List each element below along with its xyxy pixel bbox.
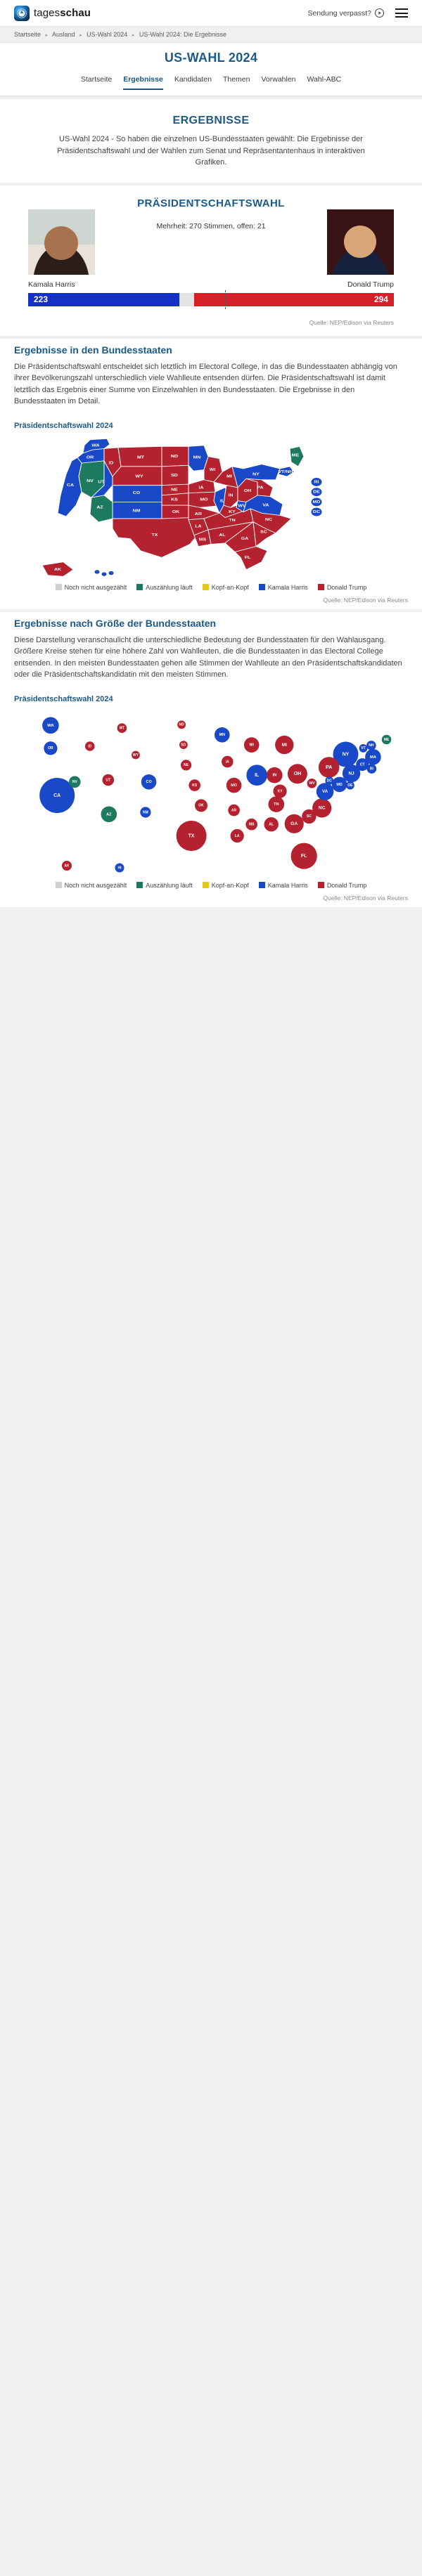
svg-text:KY: KY bbox=[229, 509, 236, 514]
svg-text:CA: CA bbox=[67, 483, 75, 487]
svg-text:ID: ID bbox=[108, 461, 113, 465]
svg-text:OK: OK bbox=[172, 509, 180, 514]
svg-text:NJ: NJ bbox=[349, 771, 355, 776]
svg-text:KY: KY bbox=[278, 789, 283, 793]
svg-text:UT: UT bbox=[98, 480, 104, 484]
svg-text:GA: GA bbox=[241, 536, 249, 540]
svg-text:PA: PA bbox=[326, 765, 332, 769]
svg-text:WA: WA bbox=[47, 723, 54, 727]
svg-text:WY: WY bbox=[133, 753, 139, 757]
svg-text:SD: SD bbox=[181, 743, 186, 747]
svg-text:OR: OR bbox=[87, 455, 94, 460]
svg-text:AL: AL bbox=[219, 533, 225, 537]
svg-text:MO: MO bbox=[231, 783, 237, 788]
svg-text:DC: DC bbox=[327, 779, 333, 783]
svg-text:IA: IA bbox=[226, 760, 229, 764]
svg-text:VA: VA bbox=[262, 503, 269, 507]
svg-text:HI: HI bbox=[118, 866, 122, 870]
svg-text:KS: KS bbox=[192, 783, 198, 787]
svg-text:WI: WI bbox=[210, 467, 216, 471]
svg-text:NE: NE bbox=[184, 763, 189, 767]
svg-text:SC: SC bbox=[260, 530, 267, 534]
svg-text:MT: MT bbox=[120, 726, 124, 730]
svg-text:ME: ME bbox=[292, 453, 299, 457]
svg-text:LA: LA bbox=[195, 524, 202, 528]
svg-text:AZ: AZ bbox=[96, 505, 103, 509]
svg-text:NY: NY bbox=[252, 471, 260, 476]
svg-text:MD: MD bbox=[336, 782, 342, 786]
svg-text:AK: AK bbox=[54, 567, 62, 571]
svg-text:CO: CO bbox=[146, 780, 152, 784]
svg-text:LA: LA bbox=[235, 833, 240, 838]
svg-text:TX: TX bbox=[152, 533, 159, 537]
svg-text:TX: TX bbox=[188, 833, 195, 838]
svg-text:MS: MS bbox=[249, 822, 255, 826]
svg-text:AR: AR bbox=[231, 808, 237, 812]
svg-text:MI: MI bbox=[226, 474, 232, 479]
svg-text:ME: ME bbox=[384, 737, 390, 741]
svg-text:IL: IL bbox=[255, 773, 260, 778]
svg-text:OR: OR bbox=[48, 746, 53, 750]
svg-text:WI: WI bbox=[249, 743, 254, 747]
svg-text:OH: OH bbox=[294, 772, 302, 776]
svg-text:NC: NC bbox=[265, 517, 273, 521]
svg-text:VT: VT bbox=[361, 746, 365, 750]
svg-text:ID: ID bbox=[88, 744, 91, 748]
svg-text:MO: MO bbox=[200, 497, 207, 502]
svg-text:VT/NH: VT/NH bbox=[279, 469, 293, 474]
svg-text:MN: MN bbox=[219, 733, 225, 737]
svg-text:MA: MA bbox=[370, 755, 376, 759]
svg-text:CO: CO bbox=[133, 490, 141, 495]
svg-text:IN: IN bbox=[273, 773, 277, 777]
svg-text:TN: TN bbox=[229, 518, 236, 522]
svg-text:VA: VA bbox=[322, 789, 328, 794]
svg-text:NM: NM bbox=[143, 810, 148, 814]
svg-text:MD: MD bbox=[313, 500, 321, 504]
svg-text:SD: SD bbox=[171, 473, 178, 477]
svg-text:AL: AL bbox=[269, 822, 274, 826]
svg-text:UT: UT bbox=[106, 778, 110, 782]
svg-text:NY: NY bbox=[343, 752, 350, 757]
svg-text:MN: MN bbox=[193, 455, 201, 460]
svg-text:KS: KS bbox=[171, 497, 178, 502]
svg-text:MI: MI bbox=[282, 742, 287, 747]
svg-text:FL: FL bbox=[301, 854, 307, 859]
svg-text:MT: MT bbox=[137, 455, 144, 460]
svg-text:RI: RI bbox=[370, 767, 374, 771]
svg-text:IN: IN bbox=[228, 493, 233, 497]
svg-text:PA: PA bbox=[257, 485, 264, 489]
svg-text:ND: ND bbox=[171, 454, 179, 458]
svg-text:SC: SC bbox=[307, 814, 312, 819]
svg-text:AK: AK bbox=[64, 864, 70, 868]
svg-text:TN: TN bbox=[274, 802, 279, 807]
svg-text:CT: CT bbox=[360, 762, 365, 767]
svg-text:WA: WA bbox=[91, 443, 100, 447]
svg-text:NE: NE bbox=[171, 488, 178, 492]
svg-text:AR: AR bbox=[195, 512, 203, 516]
svg-text:CA: CA bbox=[53, 793, 60, 798]
svg-text:RI: RI bbox=[314, 480, 319, 484]
svg-text:MS: MS bbox=[199, 538, 206, 542]
svg-text:NV: NV bbox=[72, 780, 78, 784]
svg-text:NV: NV bbox=[87, 479, 94, 483]
svg-text:DC: DC bbox=[313, 509, 321, 514]
svg-text:WY: WY bbox=[135, 474, 143, 479]
svg-text:GA: GA bbox=[290, 821, 298, 826]
svg-text:IA: IA bbox=[198, 485, 203, 489]
svg-text:AZ: AZ bbox=[106, 812, 112, 817]
svg-text:ND: ND bbox=[179, 722, 184, 727]
svg-text:WV: WV bbox=[309, 781, 315, 786]
svg-text:FL: FL bbox=[245, 555, 251, 559]
svg-text:NC: NC bbox=[319, 805, 326, 810]
svg-text:OK: OK bbox=[198, 803, 204, 807]
svg-text:DE: DE bbox=[347, 783, 353, 788]
svg-text:DE: DE bbox=[313, 490, 320, 494]
svg-text:OH: OH bbox=[244, 488, 252, 493]
svg-text:NM: NM bbox=[133, 509, 141, 513]
svg-text:NH: NH bbox=[369, 743, 374, 748]
